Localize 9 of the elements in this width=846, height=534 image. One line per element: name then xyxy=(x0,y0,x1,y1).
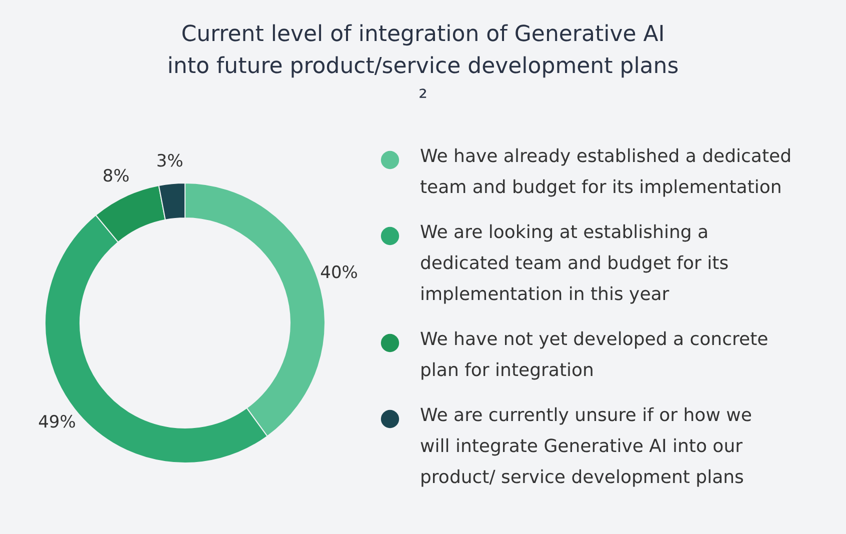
chart-title: Current level of integration of Generative AI into future product/service development plans ² xyxy=(167,22,679,111)
legend-label: We have already established a dedicated team and budget for its implementation xyxy=(420,146,792,198)
data-label: 3% xyxy=(156,152,184,172)
data-label: 8% xyxy=(102,166,130,186)
legend-label: We have not yet developed a concrete plan for integration xyxy=(420,329,768,381)
data-label: 49% xyxy=(38,412,76,432)
legend-label: We are currently unsure if or how we will integrate Generative AI into our product/ service development plans xyxy=(420,405,752,488)
data-label: 40% xyxy=(320,262,358,283)
legend-label: We are looking at establishing a dedicated team and budget for its implementation in this year xyxy=(420,222,729,305)
